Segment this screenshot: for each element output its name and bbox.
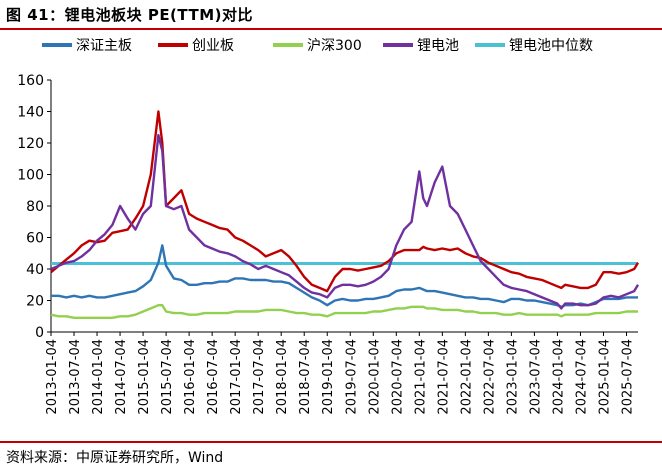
x-tick-label: 2019-01-04 bbox=[321, 339, 336, 415]
source-rule bbox=[0, 441, 662, 443]
legend-label-2: 沪深300 bbox=[307, 38, 362, 54]
x-tick-label: 2013-07-04 bbox=[68, 339, 83, 415]
x-tick-label: 2024-01-04 bbox=[551, 339, 566, 415]
pe-ttm-line-chart: 深证主板 创业板 沪深300 锂电池 锂电池中位数 0 20 40 60 80 100 120 140… bbox=[17, 38, 640, 415]
x-axis: 2013-01-04 2013-07-04 2014-01-04 2014-07-04… bbox=[45, 331, 638, 415]
x-tick-label: 2022-07-04 bbox=[482, 339, 497, 415]
legend-label-1: 创业板 bbox=[192, 38, 234, 54]
x-tick-label: 2015-07-04 bbox=[160, 339, 175, 415]
y-tick-label: 40 bbox=[26, 262, 44, 278]
x-tick-label: 2014-07-04 bbox=[114, 339, 129, 415]
x-tick-label: 2013-01-04 bbox=[45, 339, 60, 415]
x-tick-label: 2016-01-04 bbox=[183, 339, 198, 415]
x-tick-label: 2025-07-04 bbox=[620, 339, 635, 415]
x-tick-label: 2023-07-04 bbox=[528, 339, 543, 415]
y-tick-label: 60 bbox=[26, 231, 44, 247]
figure-title: 图 41：锂电池板块 PE(TTM)对比 bbox=[6, 6, 254, 24]
y-tick-label: 20 bbox=[26, 294, 44, 310]
chart-legend: 深证主板 创业板 沪深300 锂电池 锂电池中位数 bbox=[42, 38, 593, 54]
legend-label-3: 锂电池 bbox=[417, 38, 459, 54]
x-tick-label: 2017-07-04 bbox=[252, 339, 267, 415]
y-tick-label: 0 bbox=[35, 325, 44, 341]
legend-label-4: 锂电池中位数 bbox=[509, 38, 593, 54]
source-note: 资料来源：中原证券研究所，Wind bbox=[6, 450, 224, 466]
y-tick-label: 160 bbox=[17, 73, 44, 89]
x-tick-label: 2021-07-04 bbox=[436, 339, 451, 415]
series-line-3 bbox=[50, 133, 640, 310]
x-tick-label: 2017-01-04 bbox=[229, 339, 244, 415]
x-tick-label: 2020-07-04 bbox=[390, 339, 405, 415]
title-rule bbox=[0, 28, 662, 30]
x-tick-label: 2016-07-04 bbox=[206, 339, 221, 415]
y-tick-label: 140 bbox=[17, 105, 44, 121]
x-tick-label: 2021-01-04 bbox=[413, 339, 428, 415]
series-line-2 bbox=[50, 304, 638, 319]
x-tick-label: 2015-01-04 bbox=[137, 339, 152, 415]
series-line-0 bbox=[51, 244, 638, 308]
x-tick-label: 2024-07-04 bbox=[574, 339, 589, 415]
y-axis: 0 20 40 60 80 100 120 140 160 bbox=[17, 73, 52, 341]
x-tick-label: 2018-07-04 bbox=[298, 339, 313, 415]
plot-area bbox=[50, 110, 640, 319]
y-tick-label: 80 bbox=[26, 199, 44, 215]
x-tick-label: 2022-01-04 bbox=[459, 339, 474, 415]
x-tick-label: 2023-01-04 bbox=[505, 339, 520, 415]
x-tick-label: 2014-01-04 bbox=[91, 339, 106, 415]
x-tick-label: 2025-01-04 bbox=[597, 339, 612, 415]
x-tick-label: 2018-01-04 bbox=[275, 339, 290, 415]
x-tick-label: 2019-07-04 bbox=[344, 339, 359, 415]
legend-label-0: 深证主板 bbox=[76, 38, 132, 54]
x-tick-label: 2020-01-04 bbox=[367, 339, 382, 415]
y-tick-label: 100 bbox=[17, 168, 44, 184]
series-line-1 bbox=[50, 110, 640, 293]
y-tick-label: 120 bbox=[17, 136, 44, 152]
